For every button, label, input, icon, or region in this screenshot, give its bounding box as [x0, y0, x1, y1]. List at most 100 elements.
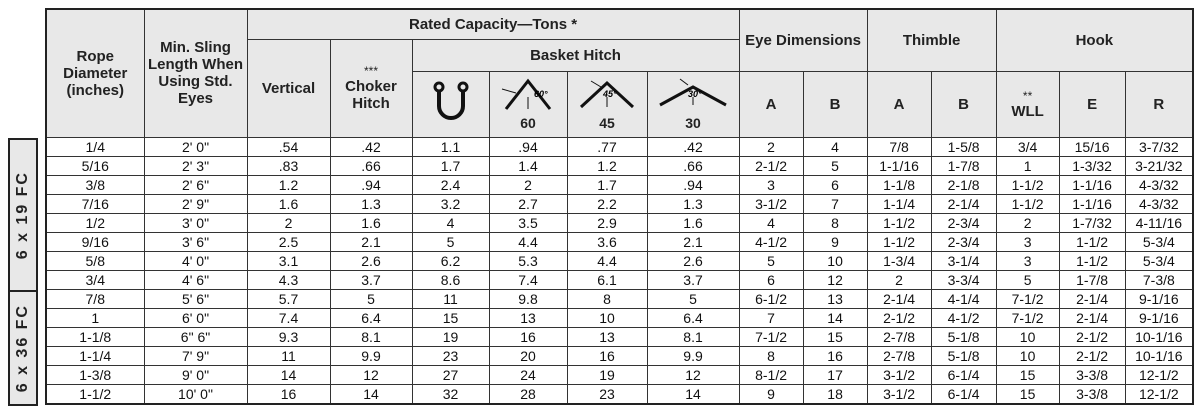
table-cell: 2-1/2 — [1058, 326, 1126, 347]
table-cell: 1-1/16 — [1058, 193, 1126, 214]
table-cell: .42 — [329, 136, 413, 157]
table-cell: 1-1/2 — [995, 193, 1060, 214]
table-cell: 3/8 — [45, 174, 145, 195]
table-cell: 9.3 — [246, 326, 331, 347]
table-cell: 1-7/8 — [1058, 269, 1126, 290]
table-body: 1/4 2' 0" .54.42 1.1.94.77.42 2 4 7/8 1-5/8 3/4 1… — [45, 136, 1194, 404]
table-cell: 8.1 — [329, 326, 413, 347]
table-cell: 10-1/16 — [1124, 345, 1194, 366]
header-cell: 30° 30 — [646, 70, 740, 138]
table-cell: 14 — [646, 383, 740, 404]
table-cell: 19 — [411, 326, 490, 347]
table-cell: 2 — [488, 174, 568, 195]
group-label-text: 6 x 36 FC — [14, 303, 31, 393]
table-cell: 9.9 — [329, 345, 413, 366]
table-cell: 5 — [802, 155, 868, 176]
table-cell: 8.6 — [411, 269, 490, 290]
table-cell: 1.2 — [246, 174, 331, 195]
table-cell: 6-1/4 — [930, 364, 997, 385]
table-cell: 3/4 — [995, 136, 1060, 157]
table-cell: 1-1/2 — [1058, 250, 1126, 271]
table-cell: 14 — [329, 383, 413, 404]
table-cell: 4' 6" — [143, 269, 248, 290]
angle-value: 60 — [520, 115, 536, 131]
header-cell: B — [802, 70, 868, 138]
table-cell: 3/4 — [45, 269, 145, 290]
table-cell: 15 — [995, 364, 1060, 385]
table-cell: 2-1/4 — [1058, 307, 1126, 328]
table-cell: 2' 6" — [143, 174, 248, 195]
table-cell: 3.7 — [329, 269, 413, 290]
table-row: 1-1/2 10' 0" 16 14 32 28 23 14 9 18 3-1/2 6-1/4 15 3-… — [45, 383, 1194, 404]
table-cell: 1-1/8 — [866, 174, 932, 195]
table-cell: 23 — [411, 345, 490, 366]
table-cell: 2.5 — [246, 231, 331, 252]
table-cell: 1.6 — [329, 212, 413, 233]
table-cell: 1-1/2 — [866, 231, 932, 252]
table-cell: 3 — [738, 174, 804, 195]
table-row: 5/8 4' 0" 3.1 2.6 6.2 5.3 4.4 2.6 5 10 1-3/4 3-1/4 3… — [45, 250, 1194, 271]
angle-icon: 30° — [659, 78, 727, 107]
table-cell: 8-1/2 — [738, 364, 804, 385]
table-cell: 2-1/2 — [866, 307, 932, 328]
table-cell: 15/16 — [1058, 136, 1126, 157]
table-cell: 2-1/4 — [1058, 288, 1126, 309]
table-cell: .66 — [646, 155, 740, 176]
table-cell: 5.7 — [246, 288, 331, 309]
table-cell: 20 — [488, 345, 568, 366]
table-cell: 9.8 — [488, 288, 568, 309]
table-cell: 6.4 — [329, 307, 413, 328]
table-cell: 1-3/8 — [45, 364, 145, 385]
header-cell — [411, 70, 490, 138]
table-cell: .94 — [329, 174, 413, 195]
table-cell: 2' 9" — [143, 193, 248, 214]
table-cell: 7/8 — [45, 288, 145, 309]
table-cell: 15 — [802, 326, 868, 347]
table-cell: 1/4 — [45, 136, 145, 157]
table-row: 1/4 2' 0" .54.42 1.1.94.77.42 2 4 7/8 1-5/8 3/4 1… — [45, 136, 1194, 157]
table-cell: 10-1/16 — [1124, 326, 1194, 347]
table-cell: 16 — [246, 383, 331, 404]
table-cell: 9.9 — [646, 345, 740, 366]
header-cell: Rated Capacity—Tons * — [246, 8, 740, 40]
angle-label: 60° — [534, 89, 548, 99]
table-cell: 2 — [995, 212, 1060, 233]
table-cell: 5-3/4 — [1124, 250, 1194, 271]
table-cell: 4.4 — [488, 231, 568, 252]
table-cell: 16 — [566, 345, 648, 366]
table-cell: 3.1 — [246, 250, 331, 271]
table-cell: 2-1/4 — [930, 193, 997, 214]
header-cell: Vertical — [246, 38, 331, 138]
table-cell: 1-1/4 — [45, 345, 145, 366]
table-cell: 2 — [866, 269, 932, 290]
table-cell: 4.3 — [246, 269, 331, 290]
table-cell: 5-3/4 — [1124, 231, 1194, 252]
table-cell: 4-3/32 — [1124, 193, 1194, 214]
table-cell: 1.2 — [566, 155, 648, 176]
table-cell: 16 — [802, 345, 868, 366]
table-cell: 1.7 — [411, 155, 490, 176]
table-cell: 3.7 — [646, 269, 740, 290]
table-cell: 14 — [246, 364, 331, 385]
header-cell: Basket Hitch — [411, 38, 740, 72]
table-cell: 1-7/8 — [930, 155, 997, 176]
table-cell: 15 — [411, 307, 490, 328]
table-cell: 8 — [738, 345, 804, 366]
table-cell: 2 — [738, 136, 804, 157]
table-cell: 7-1/2 — [738, 326, 804, 347]
header-cell: 60° 60 — [488, 70, 568, 138]
table-cell: 28 — [488, 383, 568, 404]
table-cell: 16 — [488, 326, 568, 347]
table-cell: 5/16 — [45, 155, 145, 176]
table-cell: 2-1/8 — [930, 174, 997, 195]
table-cell: 2-3/4 — [930, 212, 997, 233]
table-cell: 4 — [802, 136, 868, 157]
group-label: 6 x 19 FC — [8, 138, 38, 292]
table-cell: 5 — [329, 288, 413, 309]
table-cell: 9 — [738, 383, 804, 404]
header-cell: A — [866, 70, 932, 138]
header-cell: *** Choker Hitch — [329, 38, 413, 138]
table-row: 9/16 3' 6" 2.5 2.1 5 4.4 3.6 2.1 4-1/2 9 1-1/2 2-3/… — [45, 231, 1194, 252]
table-cell: 1-1/16 — [1058, 174, 1126, 195]
table-cell: 11 — [246, 345, 331, 366]
